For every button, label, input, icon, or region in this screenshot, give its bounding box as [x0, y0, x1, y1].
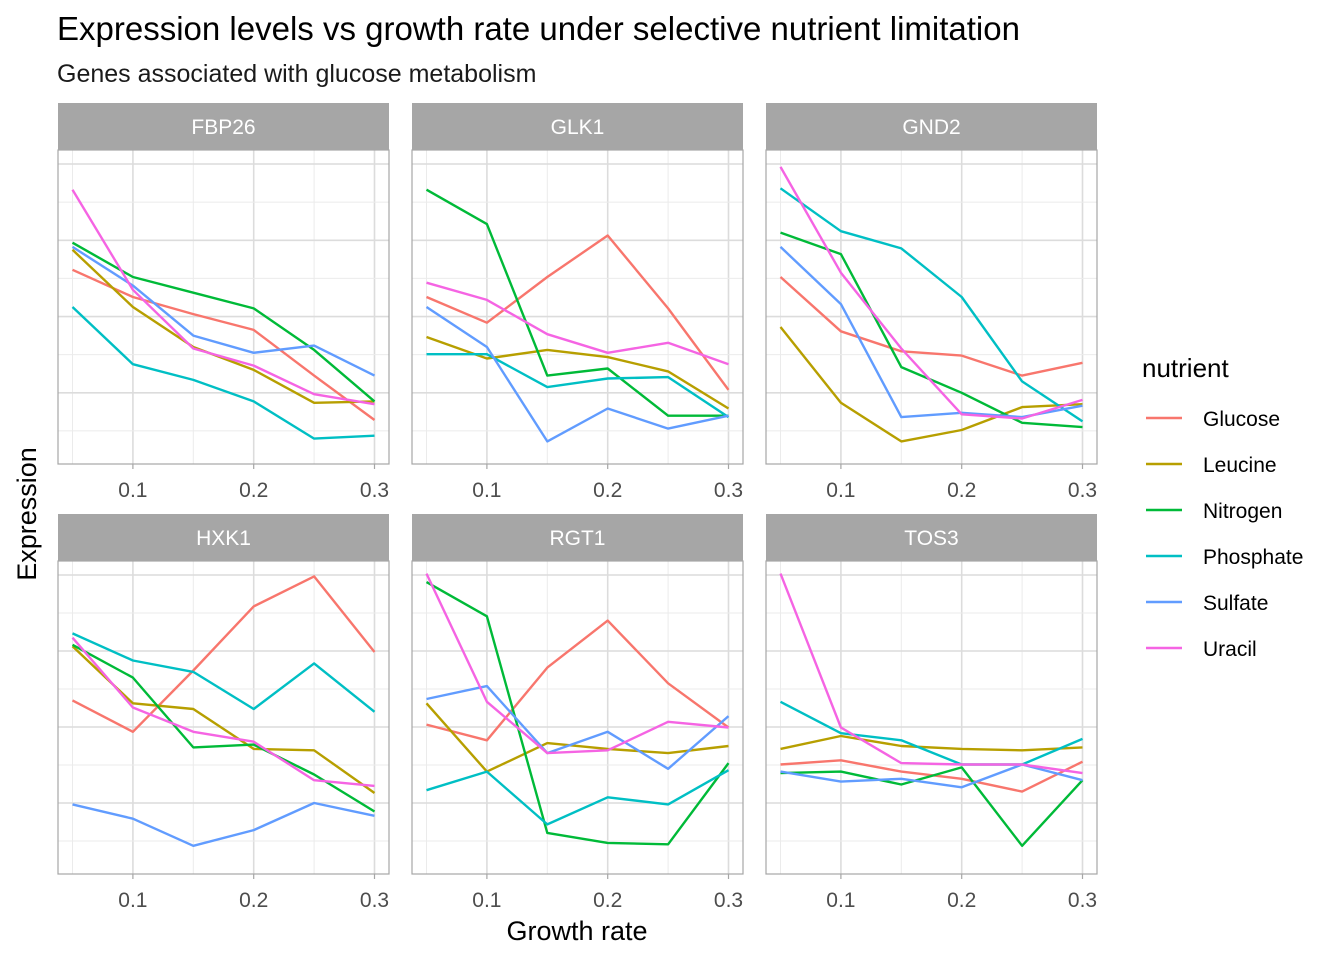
legend-item-sulfate: Sulfate — [1146, 592, 1268, 615]
series-line-uracil — [425, 573, 729, 755]
series-line-phosphate — [426, 353, 730, 419]
facet-panel-tos3: TOS3 0.1 0.2 0.3 — [765, 514, 1098, 912]
x-tick-label: 0.1 — [826, 479, 855, 502]
x-tick-label: 0.1 — [826, 889, 855, 912]
legend-item-phosphate: Phosphate — [1146, 546, 1303, 569]
series-line-sulfate — [71, 245, 376, 377]
series-line-phosphate — [426, 769, 730, 826]
facet-panel-rgt1: RGT1 0.1 0.2 0.3 — [411, 514, 744, 912]
facet-strip — [766, 103, 1097, 150]
facet-panel-glk1: GLK1 0.1 0.2 0.3 — [411, 103, 744, 502]
panel-border — [411, 149, 744, 465]
facet-strip — [412, 103, 743, 150]
facet-strip-label: GLK1 — [551, 116, 605, 139]
x-tick-label: 0.3 — [714, 479, 743, 502]
x-tick-label: 0.1 — [472, 479, 501, 502]
x-tick-label: 0.3 — [360, 889, 389, 912]
legend-label: Glucose — [1203, 408, 1280, 431]
series-line-leucine — [71, 645, 376, 794]
series-line-uracil — [779, 573, 1083, 775]
panel-border — [57, 149, 390, 465]
x-tick-label: 0.1 — [118, 889, 147, 912]
panel-border — [411, 560, 744, 875]
x-tick-label: 0.2 — [947, 479, 976, 502]
x-tick-label: 0.3 — [714, 889, 743, 912]
series-line-sulfate — [72, 801, 375, 847]
facet-strip — [58, 514, 389, 561]
legend-label: Leucine — [1203, 454, 1277, 477]
x-axis-title: Growth rate — [506, 916, 647, 946]
facet-strip-label: HXK1 — [196, 527, 251, 550]
series-line-leucine — [71, 248, 375, 404]
legend-label: Uracil — [1203, 638, 1257, 661]
facet-panel-hxk1: HXK1 0.1 0.2 0.3 — [57, 514, 390, 912]
plot-background — [412, 561, 743, 874]
facet-strip-label: TOS3 — [904, 527, 958, 550]
facet-strip-label: FBP26 — [191, 116, 255, 139]
series-line-phosphate — [779, 700, 1083, 766]
facet-panel-gnd2: GND2 0.1 0.2 0.3 — [765, 103, 1098, 502]
legend: nutrient Glucose Leucine Nitrogen Phosphate… — [1142, 353, 1303, 661]
legend-label: Nitrogen — [1203, 500, 1282, 523]
legend-label: Phosphate — [1203, 546, 1303, 569]
x-tick-label: 0.3 — [360, 479, 389, 502]
plot-background — [766, 561, 1097, 874]
series-line-leucine — [425, 702, 729, 773]
series-line-nitrogen — [780, 766, 1084, 847]
series-line-glucose — [72, 268, 376, 421]
facet-strip-label: RGT1 — [549, 527, 605, 550]
facet-panel-fbp26: FBP26 0.1 0.2 0.3 — [57, 103, 390, 502]
panel-border — [765, 149, 1098, 465]
legend-label: Sulfate — [1203, 592, 1268, 615]
series-line-glucose — [71, 575, 376, 733]
series-line-phosphate — [72, 632, 376, 713]
series-line-nitrogen — [425, 581, 730, 846]
chart-title: Expression levels vs growth rate under s… — [57, 10, 1020, 47]
panel-border — [765, 560, 1098, 875]
legend-title: nutrient — [1142, 353, 1229, 383]
series-line-uracil — [71, 189, 375, 406]
series-line-nitrogen — [425, 188, 729, 417]
series-line-uracil — [779, 166, 1083, 420]
plot-background — [58, 150, 389, 464]
x-tick-label: 0.1 — [472, 889, 501, 912]
facet-panels: FBP26 0.1 0.2 0.3 GLK1 0.1 0.2 0.3 GND2 0.1 0.2 0.3… — [57, 103, 1098, 912]
series-line-phosphate — [71, 306, 375, 440]
chart-subtitle: Genes associated with glucose metabolism — [57, 60, 536, 88]
panel-border — [57, 560, 390, 875]
x-tick-label: 0.2 — [593, 479, 622, 502]
x-tick-label: 0.1 — [118, 479, 147, 502]
series-line-leucine — [779, 326, 1083, 443]
series-line-glucose — [779, 276, 1083, 377]
series-line-glucose — [426, 619, 730, 742]
facet-strip-label: GND2 — [902, 116, 960, 139]
legend-item-uracil: Uracil — [1146, 638, 1257, 661]
x-tick-label: 0.2 — [593, 889, 622, 912]
series-line-glucose — [426, 234, 730, 391]
series-line-leucine — [780, 734, 1083, 752]
x-tick-label: 0.2 — [947, 889, 976, 912]
x-tick-label: 0.3 — [1068, 479, 1097, 502]
facet-strip — [412, 514, 743, 561]
series-line-sulfate — [426, 684, 730, 770]
x-tick-label: 0.2 — [239, 479, 268, 502]
series-line-uracil — [426, 281, 729, 366]
series-line-sulfate — [425, 305, 729, 443]
series-line-uracil — [71, 636, 375, 788]
legend-item-glucose: Glucose — [1146, 408, 1280, 431]
x-tick-label: 0.3 — [1068, 889, 1097, 912]
facet-strip — [58, 103, 389, 150]
legend-item-nitrogen: Nitrogen — [1146, 500, 1282, 523]
x-tick-label: 0.2 — [239, 889, 268, 912]
legend-item-leucine: Leucine — [1146, 454, 1277, 477]
y-axis-title: Expression — [12, 447, 42, 581]
series-line-phosphate — [779, 187, 1084, 423]
facet-strip — [766, 514, 1097, 561]
